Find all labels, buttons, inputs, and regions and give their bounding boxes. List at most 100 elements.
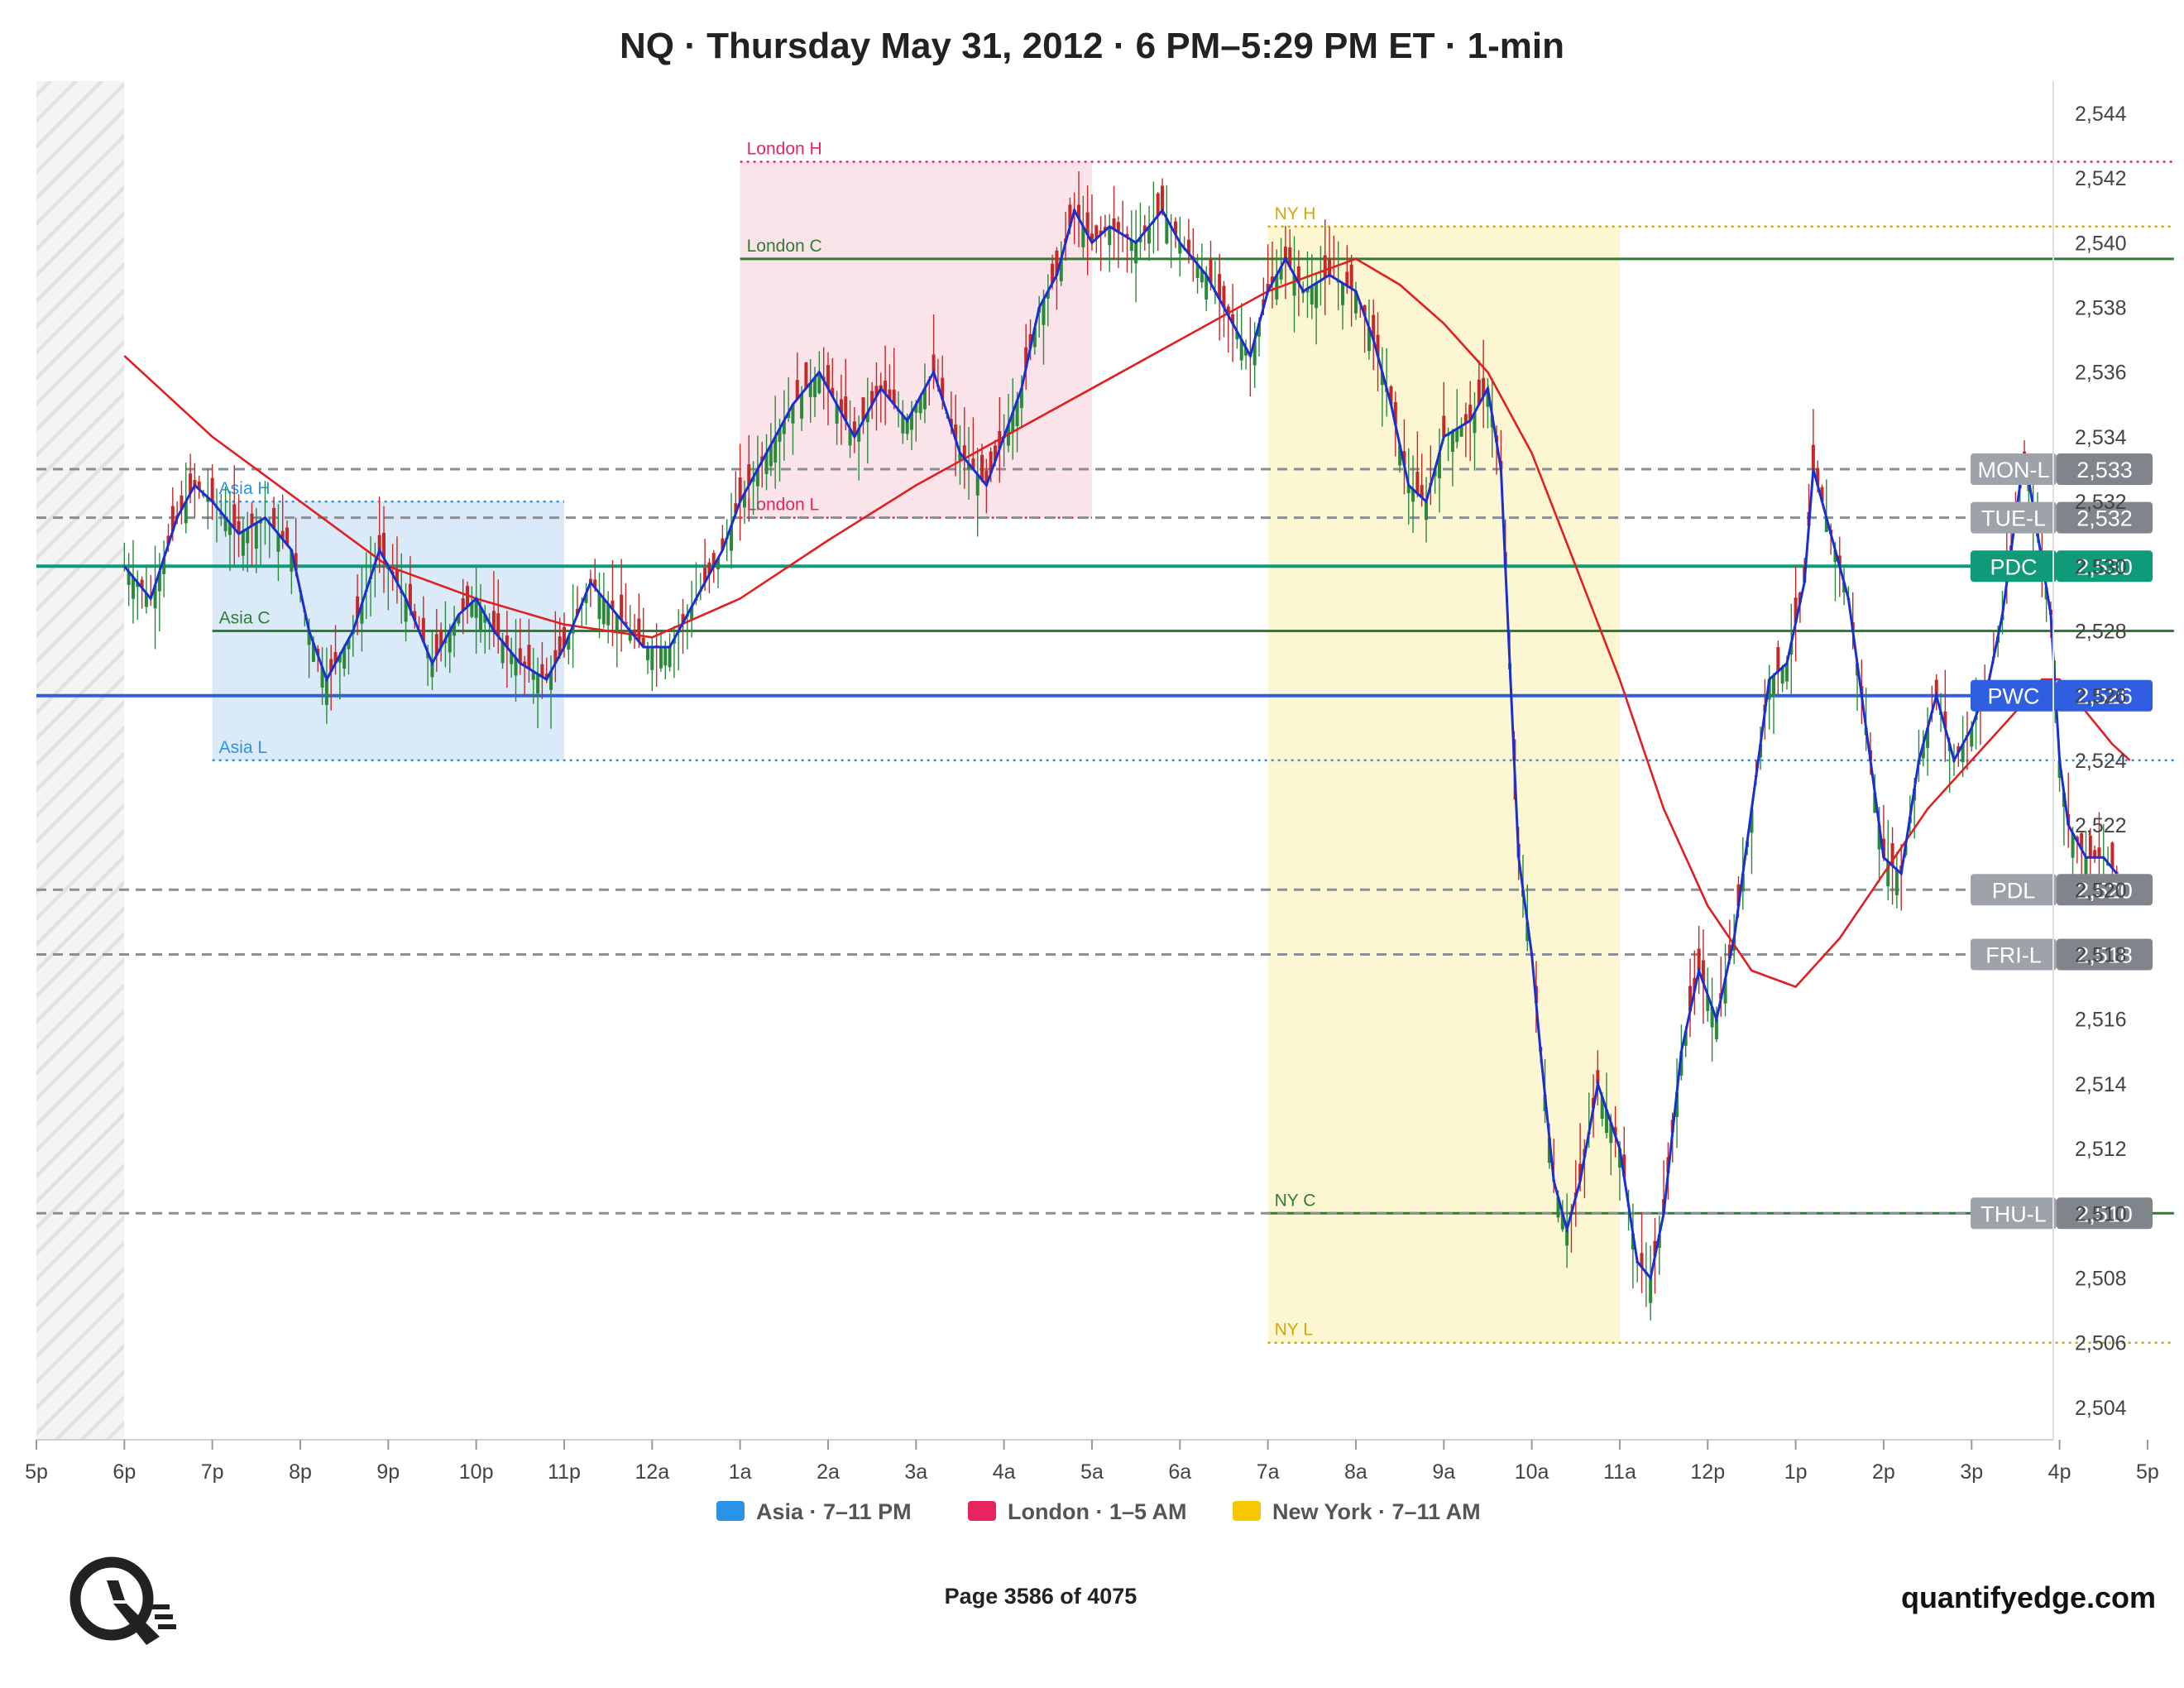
candle-body bbox=[1068, 204, 1072, 227]
candle-body bbox=[1296, 266, 1300, 284]
candle-body bbox=[1328, 259, 1332, 276]
candle-body bbox=[2093, 850, 2097, 858]
candle-body bbox=[527, 645, 531, 669]
candle-body bbox=[865, 412, 869, 423]
candle-body bbox=[162, 558, 166, 574]
candle-body bbox=[1222, 285, 1226, 308]
candle-body bbox=[1784, 663, 1789, 682]
x-tick-label: 12a bbox=[635, 1460, 669, 1484]
candle-body bbox=[795, 380, 799, 400]
candle-body bbox=[434, 634, 438, 655]
candle-body bbox=[1310, 285, 1314, 305]
x-tick-label: 9a bbox=[1432, 1460, 1455, 1484]
ref-tag-bg bbox=[1971, 1197, 2057, 1230]
candle-body bbox=[246, 528, 250, 544]
candle-body bbox=[1894, 869, 1899, 895]
candle-body bbox=[2084, 857, 2088, 878]
candle-body bbox=[523, 661, 527, 666]
x-tick-label: 3a bbox=[904, 1460, 927, 1484]
candle-body bbox=[1200, 269, 1204, 283]
candle-body bbox=[787, 412, 791, 419]
ref-tag-bg bbox=[1971, 679, 2057, 712]
candle-body bbox=[1442, 415, 1446, 437]
candle-body bbox=[734, 503, 738, 514]
candle-body bbox=[338, 655, 342, 663]
candle-body bbox=[774, 436, 778, 463]
ref-tag-bg bbox=[1971, 550, 2057, 583]
candle-body bbox=[544, 674, 548, 680]
candle-body bbox=[1425, 501, 1429, 520]
candle-body bbox=[1077, 204, 1081, 218]
x-tick-label: 5a bbox=[1080, 1460, 1104, 1484]
candle-body bbox=[259, 520, 263, 524]
candle-body bbox=[808, 382, 812, 397]
x-tick-label: 7p bbox=[201, 1460, 224, 1484]
y-tick-label: 2,538 bbox=[2075, 297, 2127, 320]
y-axis: 2,504 2,506 2,508 2,510 2,512 2,514 2,516 2,518… bbox=[2052, 81, 2127, 1440]
candle-body bbox=[1886, 861, 1890, 887]
ref-tag-value: 2,510 bbox=[2076, 1201, 2133, 1226]
candle-body bbox=[1270, 276, 1274, 284]
candle-body bbox=[1349, 264, 1353, 289]
session-level-label: NY C bbox=[1275, 1191, 1316, 1210]
candle-body bbox=[1398, 444, 1402, 466]
ref-tag-value: 2,530 bbox=[2076, 554, 2133, 579]
candle-body bbox=[1085, 212, 1090, 235]
candle-body bbox=[280, 530, 285, 539]
candle-body bbox=[254, 523, 258, 549]
candle-body bbox=[404, 598, 408, 622]
session-level-label: NY H bbox=[1275, 204, 1316, 223]
session-level-label: Asia C bbox=[219, 609, 271, 628]
candle-body bbox=[1059, 258, 1063, 281]
candle-body bbox=[848, 429, 852, 446]
candle-body bbox=[782, 420, 786, 434]
y-tick-label: 2,542 bbox=[2075, 167, 2127, 190]
candle-body bbox=[144, 592, 148, 607]
candle-body bbox=[954, 424, 958, 440]
candle-body bbox=[971, 458, 975, 469]
candle-body bbox=[1477, 379, 1481, 405]
candle-body bbox=[1103, 227, 1107, 231]
candle-body bbox=[180, 495, 184, 510]
candle-body bbox=[1649, 1278, 1653, 1303]
candle-body bbox=[311, 643, 315, 662]
candle-body bbox=[1565, 1229, 1569, 1246]
candle-body bbox=[1116, 222, 1120, 233]
candle-body bbox=[1547, 1138, 1551, 1163]
candle-body bbox=[716, 558, 721, 570]
candle-body bbox=[1811, 444, 1815, 469]
y-tick-label: 2,528 bbox=[2075, 621, 2127, 644]
candle-body bbox=[1195, 264, 1200, 278]
y-tick-label: 2,510 bbox=[2075, 1202, 2127, 1225]
candle-body bbox=[189, 473, 193, 494]
candle-body bbox=[474, 598, 478, 618]
candle-body bbox=[1156, 193, 1160, 216]
session-band-london bbox=[740, 161, 1092, 518]
candle-body bbox=[496, 613, 500, 637]
candle-body bbox=[1837, 555, 1842, 567]
y-tick-label: 2,504 bbox=[2075, 1397, 2127, 1420]
candle-body bbox=[681, 613, 685, 623]
legend-label: Asia · 7–11 PM bbox=[756, 1499, 912, 1524]
candle-body bbox=[1363, 305, 1367, 316]
candle-body bbox=[1226, 306, 1230, 316]
candle-body bbox=[1042, 299, 1046, 325]
candle-body bbox=[633, 629, 637, 637]
candle-body bbox=[223, 517, 228, 532]
y-tick-label: 2,514 bbox=[2075, 1073, 2127, 1096]
candle-body bbox=[914, 404, 918, 413]
candle-body bbox=[1142, 225, 1147, 233]
candle-body bbox=[360, 603, 364, 624]
candle-body bbox=[597, 592, 601, 620]
candle-body bbox=[448, 631, 452, 653]
candle-body bbox=[2080, 832, 2084, 850]
ref-value-bg bbox=[2057, 679, 2153, 712]
candle-body bbox=[962, 445, 966, 458]
candle-body bbox=[571, 625, 575, 634]
candle-body bbox=[136, 582, 140, 587]
candle-body bbox=[127, 571, 131, 585]
ref-tag-label: TUE-L bbox=[1981, 506, 2046, 531]
candle-body bbox=[637, 618, 641, 642]
candle-body bbox=[518, 648, 522, 664]
y-tick-label: 2,508 bbox=[2075, 1268, 2127, 1291]
